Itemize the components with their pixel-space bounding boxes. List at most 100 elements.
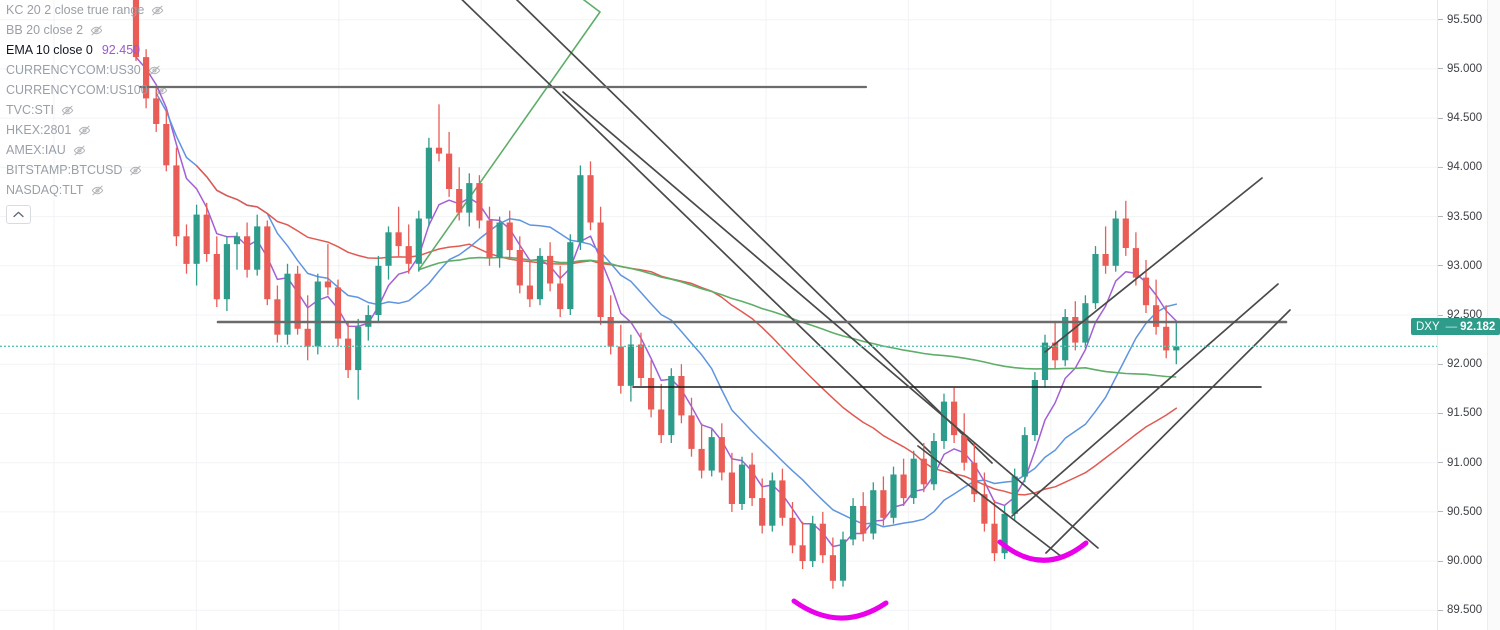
legend-item-5[interactable]: CURRENCYCOM:US100 xyxy=(6,80,168,100)
price-badge-value: 92.182 xyxy=(1460,320,1496,333)
price-badge-symbol: DXY xyxy=(1416,320,1440,333)
candle-body xyxy=(173,165,180,237)
candle-body xyxy=(880,490,887,518)
legend-item-4[interactable]: CURRENCYCOM:US30 xyxy=(6,60,168,80)
price-tick-label: 93.000 xyxy=(1447,259,1483,272)
candle-body xyxy=(1153,305,1160,327)
candle-body xyxy=(900,474,907,499)
ma-line-red xyxy=(195,164,1178,496)
legend-item-label: KC 20 2 close true range xyxy=(6,3,145,17)
candle-body xyxy=(244,236,251,270)
price-tick-label: 91.500 xyxy=(1447,407,1483,420)
eye-crossed-icon[interactable] xyxy=(91,184,104,197)
descending-trendline-steep xyxy=(562,91,1099,549)
candle-body xyxy=(1142,277,1150,306)
price-tick-label: 93.500 xyxy=(1447,210,1483,223)
candle-body xyxy=(991,523,998,554)
price-tick: 91.500 xyxy=(1438,406,1500,420)
candle-body xyxy=(1062,317,1069,361)
candle-body xyxy=(829,555,836,581)
price-tick-dash xyxy=(1438,265,1443,267)
candle-body xyxy=(587,175,594,223)
legend-item-label: CURRENCYCOM:US100 xyxy=(6,83,148,97)
candle-body xyxy=(395,232,402,247)
legend-item-3[interactable]: EMA 10 close 0 92.450 xyxy=(6,40,168,60)
candle-body xyxy=(890,474,897,518)
price-tick-label: 91.000 xyxy=(1447,456,1483,469)
candle-body xyxy=(1092,254,1099,304)
price-tick-dash xyxy=(1438,560,1443,562)
candle-body xyxy=(809,523,816,562)
price-tick-dash xyxy=(1438,68,1443,70)
current-price-badge[interactable]: DXY ― 92.182 xyxy=(1411,318,1500,335)
price-tick-dash xyxy=(1438,216,1443,218)
candle-body xyxy=(1011,476,1018,514)
candle-body xyxy=(627,344,634,386)
candle-body xyxy=(637,344,645,378)
candle-body xyxy=(435,147,443,154)
eye-crossed-icon[interactable] xyxy=(151,4,164,17)
eye-crossed-icon[interactable] xyxy=(148,64,161,77)
candle-body xyxy=(223,244,230,300)
candle-body xyxy=(728,472,735,504)
candle-body xyxy=(143,57,150,99)
candle-body xyxy=(233,236,241,245)
candle-body xyxy=(971,462,978,495)
candle-body xyxy=(597,222,604,317)
eye-crossed-icon[interactable] xyxy=(155,84,168,97)
legend-item-9[interactable]: BITSTAMP:BTCUSD xyxy=(6,160,168,180)
legend-item-8[interactable]: AMEX:IAU xyxy=(6,140,168,160)
chart-plot-area[interactable] xyxy=(0,0,1437,630)
candle-body xyxy=(749,464,756,499)
price-tick: 90.000 xyxy=(1438,554,1500,568)
legend-item-10[interactable]: NASDAQ:TLT xyxy=(6,180,168,200)
candle-body xyxy=(547,255,554,284)
chevron-up-icon xyxy=(13,211,24,218)
candle-body xyxy=(425,147,432,219)
candle-body xyxy=(1163,326,1170,351)
candle-body xyxy=(163,124,170,166)
chart-legend[interactable]: KC 20 2 close true range BB 20 close 2 EMA… xyxy=(6,0,168,224)
candle-body xyxy=(759,498,766,526)
right-scrollbar[interactable] xyxy=(1487,0,1500,630)
candle-body xyxy=(678,376,685,416)
price-tick-dash xyxy=(1438,117,1443,119)
eye-crossed-icon[interactable] xyxy=(129,164,142,177)
candle-body xyxy=(658,409,665,436)
candle-body xyxy=(708,437,715,471)
candle-body xyxy=(951,401,958,436)
candle-body xyxy=(1102,254,1109,266)
price-tick: 94.000 xyxy=(1438,160,1500,174)
candle-body xyxy=(446,153,453,189)
candle-body xyxy=(738,464,746,504)
magenta-arc-right xyxy=(997,539,1089,563)
candle-body xyxy=(1031,380,1038,436)
candle-body xyxy=(1112,218,1119,266)
drawing-objects-front xyxy=(138,85,1291,621)
eye-crossed-icon[interactable] xyxy=(61,104,74,117)
grid-lines xyxy=(0,0,1437,630)
eye-crossed-icon[interactable] xyxy=(78,124,91,137)
candle-body xyxy=(496,222,503,258)
price-tick-dash xyxy=(1438,412,1443,414)
candle-body xyxy=(324,281,331,288)
legend-item-label: HKEX:2801 xyxy=(6,123,72,137)
candle-body xyxy=(506,222,513,251)
eye-crossed-icon[interactable] xyxy=(90,24,103,37)
candle-body xyxy=(557,283,564,310)
legend-collapse-button[interactable] xyxy=(6,205,31,224)
legend-item-1[interactable]: KC 20 2 close true range xyxy=(6,0,168,20)
price-tick-label: 90.500 xyxy=(1447,505,1483,518)
candle-body xyxy=(789,517,796,546)
candle-body xyxy=(1122,218,1129,248)
legend-item-6[interactable]: TVC:STI xyxy=(6,100,168,120)
candle-body xyxy=(476,183,483,221)
candle-body xyxy=(375,265,382,315)
candle-body xyxy=(819,523,826,556)
legend-item-2[interactable]: BB 20 close 2 xyxy=(6,20,168,40)
candle-body xyxy=(274,299,281,335)
candle-body xyxy=(486,220,493,258)
legend-item-7[interactable]: HKEX:2801 xyxy=(6,120,168,140)
eye-crossed-icon[interactable] xyxy=(73,144,86,157)
price-tick: 94.500 xyxy=(1438,111,1500,125)
